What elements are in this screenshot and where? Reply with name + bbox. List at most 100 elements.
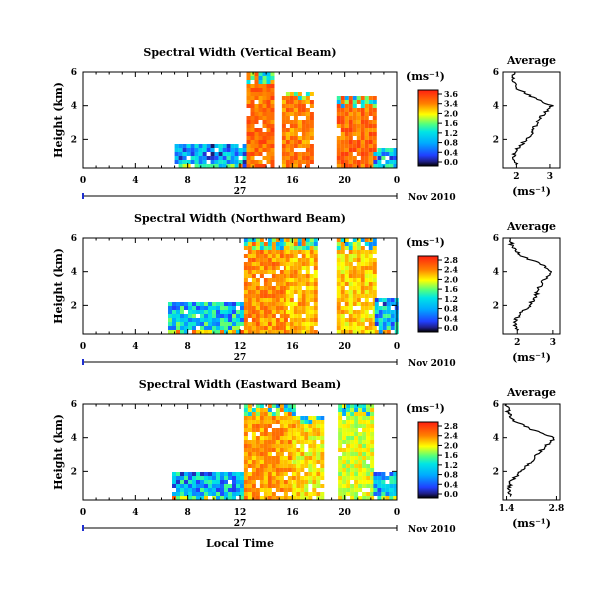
heatmap-cell xyxy=(275,440,280,444)
heatmap-cell xyxy=(297,104,302,108)
heatmap-cell xyxy=(340,144,345,148)
heatmap-cell xyxy=(236,330,240,334)
heatmap-cell xyxy=(312,460,317,464)
heatmap-cell xyxy=(300,480,305,484)
heatmap-cell xyxy=(304,432,309,436)
heatmap-cell xyxy=(293,262,298,266)
heatmap-cell xyxy=(228,496,232,500)
heatmap-cell xyxy=(293,318,298,322)
heatmap-cell xyxy=(204,492,208,496)
heatmap-cell xyxy=(293,160,298,164)
heatmap-cell xyxy=(344,254,349,258)
heatmap-cell xyxy=(281,140,286,144)
heatmap-cell xyxy=(344,298,349,302)
heatmap-cell xyxy=(250,164,255,168)
heatmap-cell xyxy=(320,448,325,452)
heatmap-cell xyxy=(190,160,195,164)
heatmap-cell xyxy=(275,238,280,242)
heatmap-cell xyxy=(352,290,357,294)
heatmap-cell xyxy=(336,266,341,270)
heatmap-cell xyxy=(267,452,272,456)
heatmap-cell xyxy=(242,156,247,160)
heatmap-cell xyxy=(360,152,365,156)
heatmap-cell xyxy=(370,412,375,416)
heatmap-cell xyxy=(368,254,373,258)
heatmap-cell xyxy=(350,428,355,432)
heatmap-cell xyxy=(266,96,271,100)
heatmap-cell xyxy=(350,492,355,496)
heatmap-cell xyxy=(254,88,259,92)
heatmap-cell xyxy=(270,156,275,160)
heatmap-cell xyxy=(232,488,236,492)
heatmap-cell xyxy=(285,270,290,274)
heatmap-cell xyxy=(300,492,305,496)
heatmap-cell xyxy=(236,314,240,318)
heatmap-cell xyxy=(262,88,267,92)
heatmap-cell xyxy=(336,254,341,258)
heatmap-cell xyxy=(243,456,248,460)
heatmap-cell xyxy=(263,420,268,424)
heatmap-cell xyxy=(192,326,196,330)
heatmap-cell xyxy=(279,318,284,322)
heatmap-cell xyxy=(308,460,313,464)
heatmap-cell xyxy=(304,460,309,464)
heatmap-cell xyxy=(368,318,373,322)
heatmap-cell xyxy=(216,302,220,306)
heatmap-cell xyxy=(354,448,359,452)
heatmap-cell xyxy=(336,326,341,330)
heatmap-cell xyxy=(267,440,272,444)
heatmap-cell xyxy=(300,440,305,444)
heatmap-cell xyxy=(246,72,251,76)
heatmap-cell xyxy=(336,298,341,302)
heatmap-cell xyxy=(386,298,391,302)
heatmap-cell xyxy=(309,112,314,116)
heatmap-cell xyxy=(263,436,268,440)
heatmap-cell xyxy=(366,432,371,436)
heatmap-cell xyxy=(279,448,284,452)
heatmap-cell xyxy=(254,148,259,152)
heatmap-cell xyxy=(196,484,200,488)
heatmap-cell xyxy=(263,448,268,452)
heatmap-cell xyxy=(247,250,252,254)
heatmap-cell xyxy=(297,136,302,140)
heatmap-cell xyxy=(281,148,286,152)
heatmap-cell xyxy=(366,424,371,428)
heatmap-cell xyxy=(309,128,314,132)
heatmap-cell xyxy=(255,424,260,428)
heatmap-cell xyxy=(340,258,345,262)
heatmap-cell xyxy=(289,290,294,294)
y-tick-label: 4 xyxy=(71,268,77,278)
heatmap-cell xyxy=(263,302,268,306)
heatmap-cell xyxy=(304,416,309,420)
heatmap-cell xyxy=(348,282,353,286)
heatmap-cell xyxy=(206,164,211,168)
heatmap-cell xyxy=(296,416,301,420)
heatmap-cell xyxy=(247,456,252,460)
heatmap-cell xyxy=(370,428,375,432)
heatmap-cell xyxy=(340,306,345,310)
heatmap-cell xyxy=(378,314,383,318)
heatmap-cell xyxy=(342,488,347,492)
heatmap-cell xyxy=(287,408,292,412)
heatmap-cell xyxy=(342,484,347,488)
heatmap-cell xyxy=(206,156,211,160)
heatmap-cell xyxy=(258,88,263,92)
heatmap-cell xyxy=(393,472,398,476)
heatmap-cell xyxy=(243,436,248,440)
heatmap-cell xyxy=(346,444,351,448)
heatmap-cell xyxy=(275,326,280,330)
heatmap-cell xyxy=(192,322,196,326)
heatmap-cell xyxy=(356,132,361,136)
heatmap-cell xyxy=(259,460,264,464)
heatmap-cell xyxy=(263,488,268,492)
heatmap-cell xyxy=(188,326,192,330)
heatmap-cell xyxy=(352,318,357,322)
heatmap-cell xyxy=(348,326,353,330)
heatmap-cell xyxy=(344,164,349,168)
heatmap-cell xyxy=(214,144,219,148)
heatmap-cell xyxy=(297,330,302,334)
heatmap-cell xyxy=(174,144,179,148)
heatmap-cell xyxy=(344,242,349,246)
heatmap-cell xyxy=(377,472,382,476)
heatmap-cell xyxy=(254,76,259,80)
